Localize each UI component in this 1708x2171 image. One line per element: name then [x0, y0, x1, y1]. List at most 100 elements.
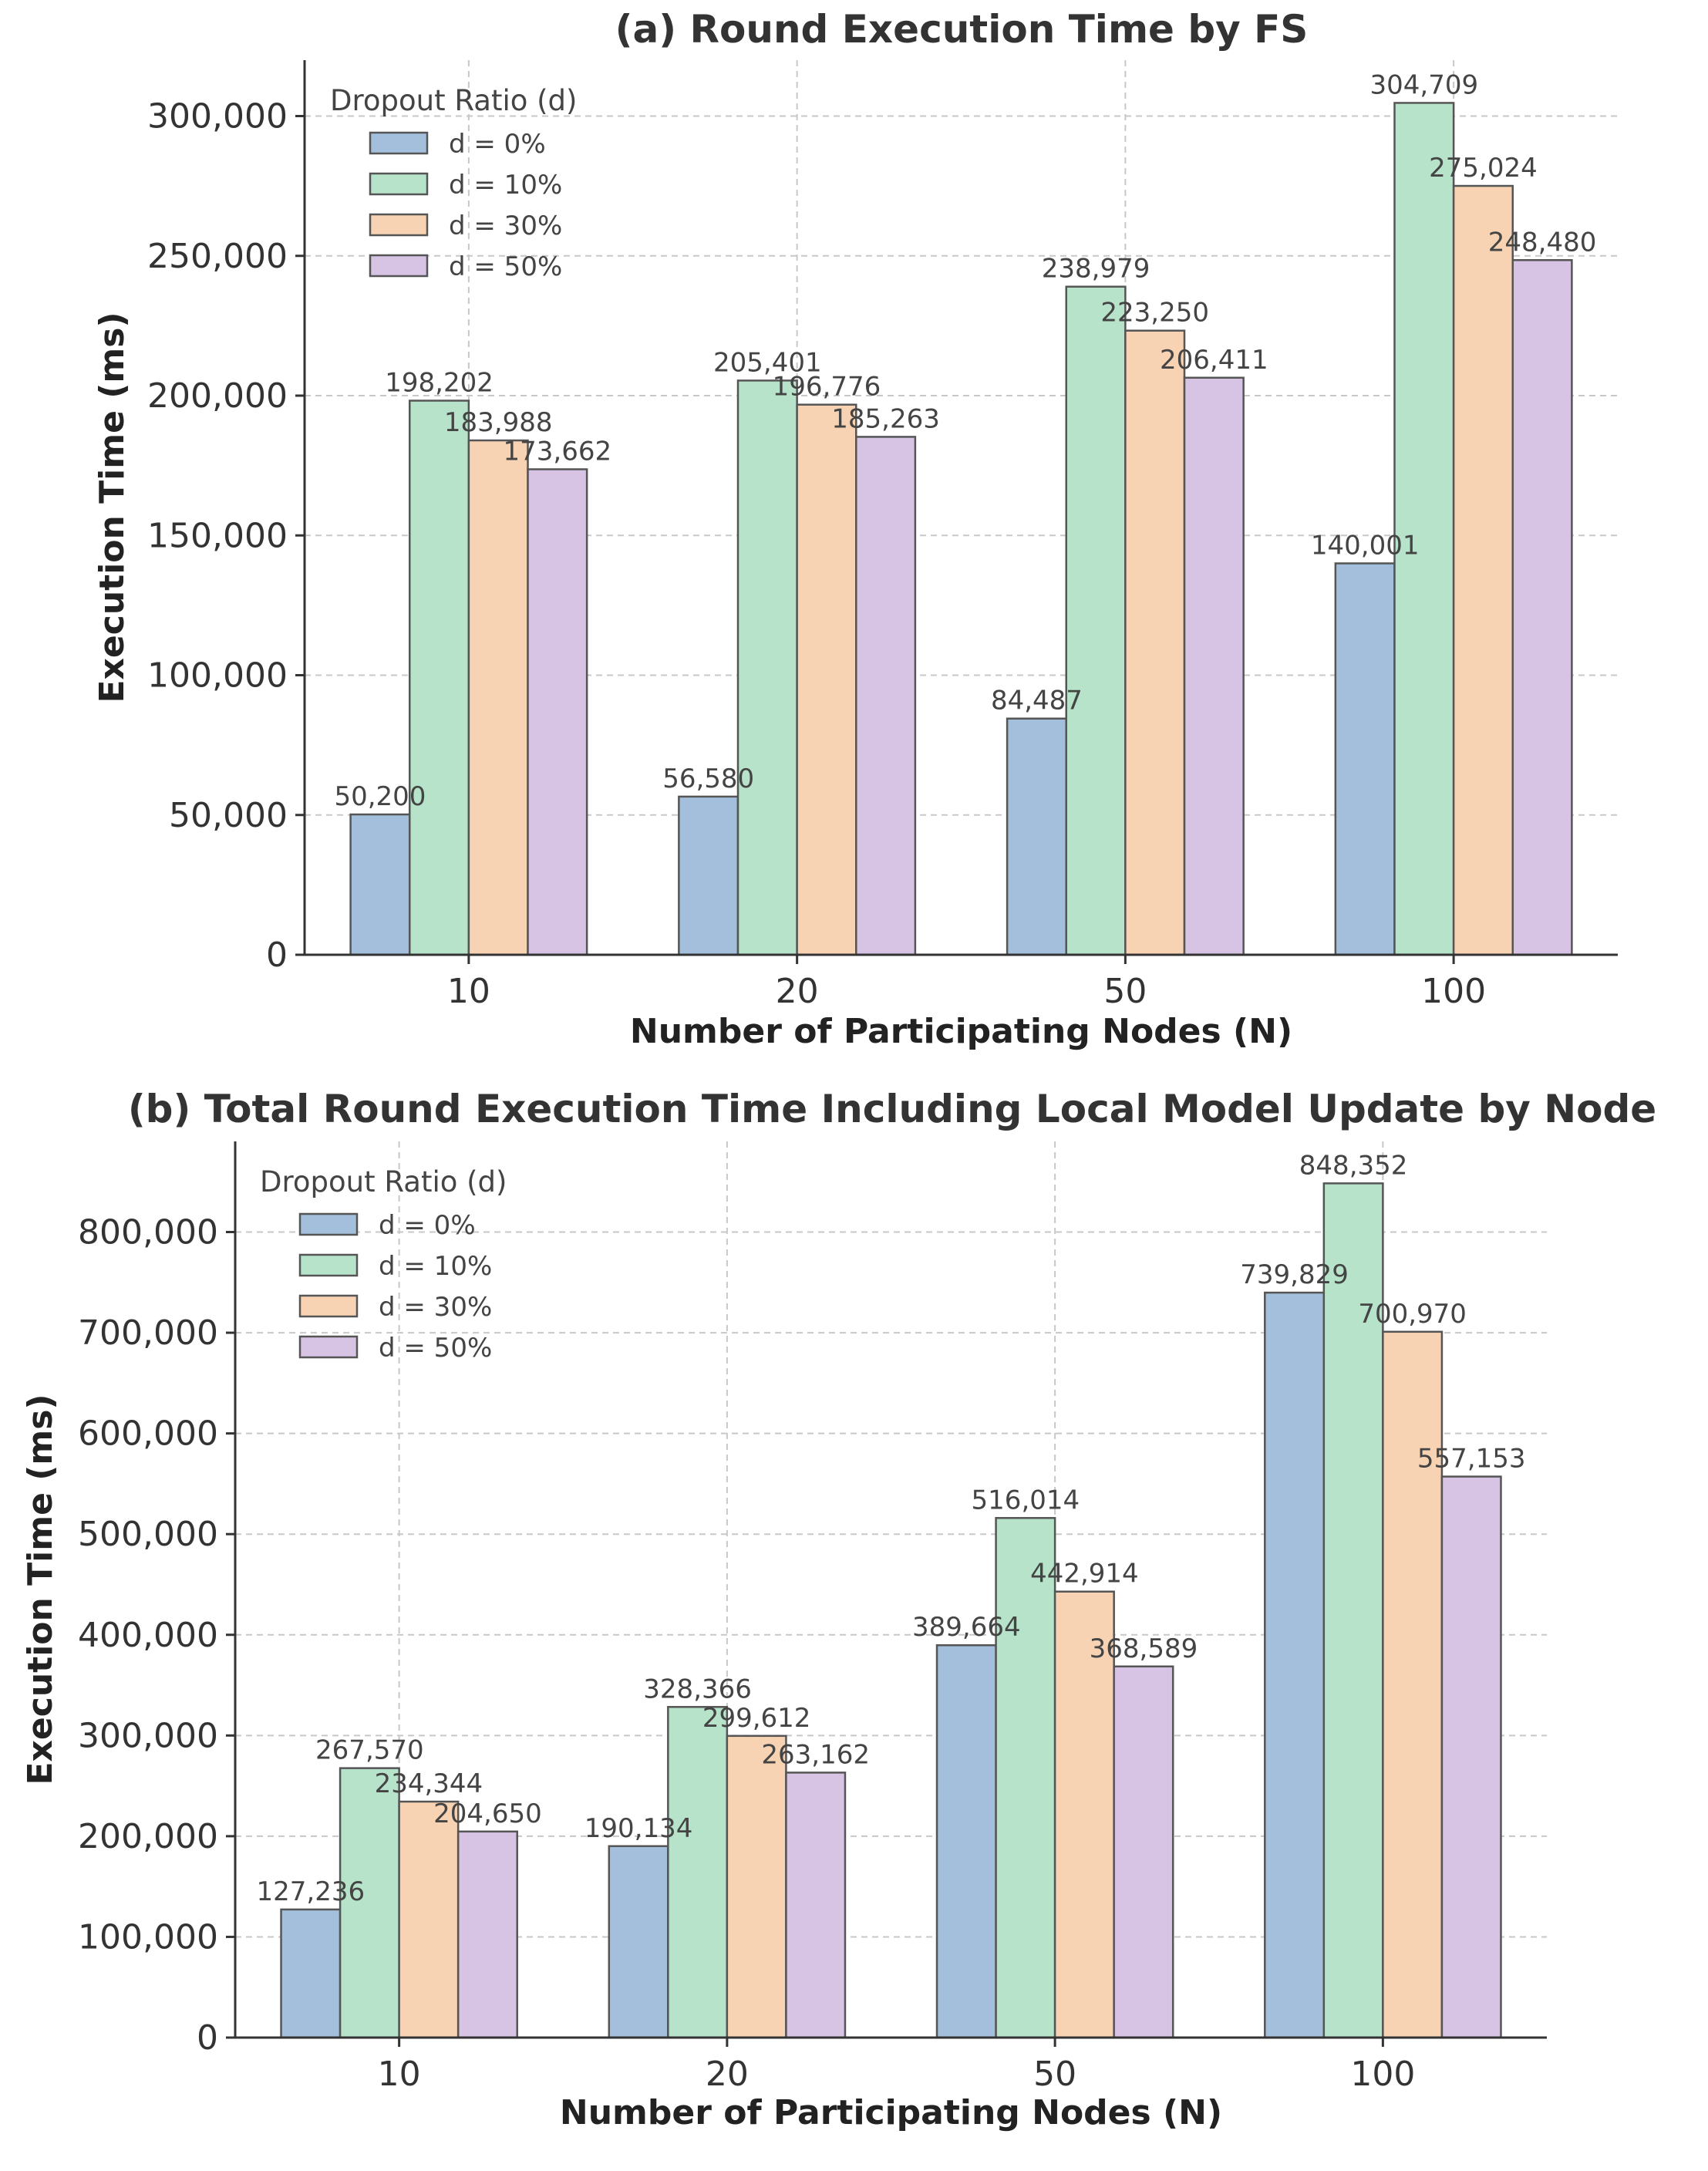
bar-30pct-n20 — [726, 1734, 787, 2039]
legend-label: d = 10% — [379, 1251, 492, 1282]
bar-0pct-n20 — [608, 1845, 669, 2039]
legend-label: d = 0% — [379, 1210, 476, 1241]
data-label: 206,411 — [1160, 345, 1268, 376]
y-tick-label: 300,000 — [147, 97, 288, 137]
bar-50pct-n10 — [456, 1830, 518, 2039]
data-label: 183,988 — [444, 407, 553, 438]
data-label: 223,250 — [1100, 298, 1209, 329]
data-label: 204,650 — [433, 1798, 542, 1829]
x-tick-label: 50 — [1103, 972, 1147, 1011]
y-tick-label: 700,000 — [78, 1313, 218, 1353]
data-label: 263,162 — [761, 1739, 870, 1770]
data-label: 368,589 — [1090, 1633, 1198, 1664]
bar-30pct-n50 — [1053, 1590, 1115, 2039]
legend-swatch — [298, 1335, 359, 1359]
bar-10pct-n100 — [1322, 1182, 1384, 2039]
data-label: 848,352 — [1299, 1150, 1408, 1181]
bar-30pct-n50 — [1124, 329, 1186, 956]
data-label: 205,401 — [713, 347, 822, 378]
bar-10pct-n50 — [995, 1517, 1056, 2039]
bar-0pct-n10 — [280, 1908, 342, 2039]
legend: Dropout Ratio (d) d = 0% d = 10% d = 30% d =… — [260, 1165, 507, 1364]
bar-10pct-n20 — [667, 1706, 729, 2039]
chart-panel-a: 50,200 56,580 84,487 140,001 198,202 205,401 2… — [93, 7, 1618, 1051]
data-label: 234,344 — [375, 1768, 483, 1799]
legend-swatch — [369, 131, 429, 155]
data-label: 173,662 — [504, 436, 612, 467]
bar-50pct-n50 — [1183, 376, 1245, 956]
bar-30pct-n100 — [1382, 1330, 1444, 2039]
y-tick-label: 600,000 — [78, 1414, 218, 1454]
y-tick-label: 0 — [197, 2018, 218, 2058]
bar-50pct-n20 — [855, 436, 917, 956]
data-label: 557,153 — [1417, 1444, 1526, 1475]
data-label: 198,202 — [385, 368, 494, 399]
y-tick-label: 400,000 — [78, 1616, 218, 1655]
x-tick-label: 10 — [378, 2055, 421, 2094]
data-label: 516,014 — [972, 1485, 1080, 1515]
bar-30pct-n20 — [796, 403, 857, 956]
legend-title: Dropout Ratio (d) — [260, 1165, 507, 1198]
data-label: 84,487 — [991, 686, 1083, 716]
data-label: 185,263 — [831, 403, 940, 434]
y-tick-label: 250,000 — [147, 237, 288, 276]
legend-swatch — [369, 172, 429, 196]
y-tick-label: 200,000 — [147, 376, 288, 416]
bar-0pct-n50 — [935, 1643, 997, 2039]
data-label: 267,570 — [315, 1735, 424, 1766]
x-axis-title: Number of Participating Nodes (N) — [560, 2093, 1222, 2132]
y-tick-label: 300,000 — [78, 1716, 218, 1755]
y-tick-label: 150,000 — [147, 516, 288, 555]
y-tick-label: 100,000 — [78, 1917, 218, 1957]
y-tick-label: 800,000 — [78, 1213, 218, 1252]
x-tick-label: 20 — [706, 2055, 749, 2094]
bar-0pct-n20 — [678, 795, 739, 956]
data-label: 275,024 — [1429, 153, 1538, 184]
data-label: 304,709 — [1370, 69, 1479, 100]
data-label: 50,200 — [334, 781, 426, 812]
bar-10pct-n50 — [1065, 285, 1127, 956]
chart-panel-b: 127,236 190,134 389,664 739,829 267,570 328,3… — [21, 1087, 1656, 2132]
chart-title: (a) Round Execution Time by FS — [615, 7, 1309, 52]
bar-50pct-n50 — [1113, 1665, 1174, 2039]
legend-label: d = 10% — [449, 170, 562, 201]
data-label: 196,776 — [773, 372, 881, 403]
bar-10pct-n20 — [736, 379, 798, 956]
data-label: 127,236 — [257, 1876, 366, 1907]
legend-swatch — [298, 1294, 359, 1318]
x-axis-title: Number of Participating Nodes (N) — [630, 1012, 1292, 1051]
data-label: 442,914 — [1030, 1559, 1139, 1589]
x-tick-label: 20 — [776, 972, 819, 1011]
bar-50pct-n100 — [1511, 259, 1573, 956]
bar-50pct-n10 — [527, 468, 588, 956]
bar-30pct-n10 — [398, 1800, 460, 2039]
legend: Dropout Ratio (d) d = 0% d = 10% d = 30% d =… — [330, 84, 577, 282]
x-tick-label: 10 — [447, 972, 490, 1011]
y-tick-label: 500,000 — [78, 1515, 218, 1554]
bar-30pct-n100 — [1452, 184, 1514, 956]
bar-10pct-n100 — [1393, 102, 1455, 956]
x-tick-label: 100 — [1421, 972, 1486, 1011]
legend-label: d = 50% — [449, 251, 562, 282]
bar-0pct-n50 — [1006, 717, 1067, 956]
bar-0pct-n100 — [1334, 562, 1396, 956]
bar-50pct-n100 — [1440, 1475, 1502, 2039]
y-tick-label: 200,000 — [78, 1817, 218, 1856]
legend-label: d = 30% — [379, 1292, 492, 1323]
data-label: 248,480 — [1488, 227, 1597, 258]
legend-label: d = 30% — [449, 211, 562, 241]
x-tick-label: 100 — [1350, 2055, 1415, 2094]
x-tick-label: 50 — [1033, 2055, 1076, 2094]
data-label: 739,829 — [1240, 1259, 1349, 1290]
data-label: 328,366 — [643, 1674, 752, 1704]
y-axis-title: Execution Time (ms) — [93, 312, 132, 703]
data-label: 190,134 — [584, 1813, 693, 1844]
data-label: 700,970 — [1358, 1299, 1467, 1330]
bar-0pct-n10 — [349, 813, 411, 956]
data-label: 140,001 — [1311, 530, 1420, 561]
bar-0pct-n100 — [1264, 1291, 1326, 2039]
chart-title: (b) Total Round Execution Time Including… — [128, 1087, 1656, 1131]
legend-swatch — [298, 1212, 359, 1236]
